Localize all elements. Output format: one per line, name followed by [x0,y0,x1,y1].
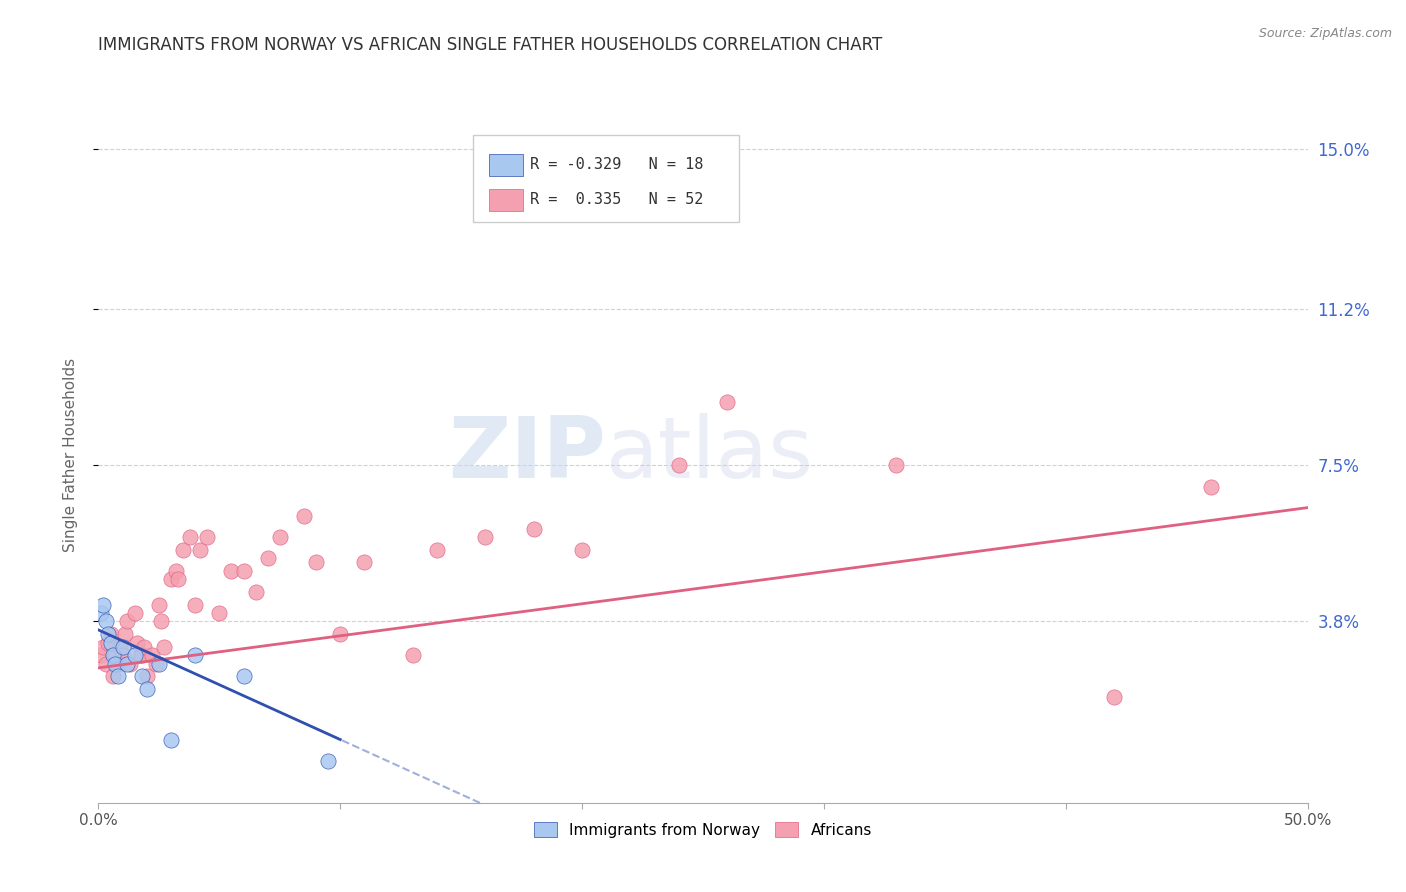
Point [232,669,254,683]
Point [195,530,218,544]
Point [100,635,122,649]
Point [571,542,593,557]
Point [124,648,146,663]
Point [124,606,146,620]
Point [94,657,117,671]
Point [128,648,150,663]
Point [402,648,425,663]
Point [160,732,183,747]
Point [256,551,278,566]
Point [167,572,190,586]
Point [104,657,127,671]
Point [152,640,174,654]
Point [329,627,352,641]
Point [165,564,187,578]
Point [150,615,173,629]
Point [426,542,449,557]
Point [886,458,908,473]
FancyBboxPatch shape [489,188,523,211]
Point [353,556,375,570]
Point [135,681,157,696]
Point [111,640,134,654]
Point [523,522,546,536]
Point [184,598,207,612]
Point [127,635,149,649]
Point [305,556,328,570]
Point [1102,690,1125,705]
Legend: Immigrants from Norway, Africans: Immigrants from Norway, Africans [527,815,879,844]
Point [107,657,129,671]
Point [118,657,141,671]
Point [100,627,122,641]
Point [148,598,170,612]
Point [101,648,124,663]
Point [172,542,194,557]
Text: Source: ZipAtlas.com: Source: ZipAtlas.com [1258,27,1392,40]
Point [134,640,156,654]
Point [141,648,163,663]
FancyBboxPatch shape [474,135,740,222]
Point [208,606,231,620]
Point [135,669,157,683]
Text: R =  0.335   N = 52: R = 0.335 N = 52 [530,192,703,207]
Point [94,615,117,629]
Point [245,585,267,599]
Point [716,395,738,409]
Point [292,509,315,524]
Text: IMMIGRANTS FROM NORWAY VS AFRICAN SINGLE FATHER HOUSEHOLDS CORRELATION CHART: IMMIGRANTS FROM NORWAY VS AFRICAN SINGLE… [98,36,883,54]
Point [101,669,124,683]
Point [184,648,207,663]
Point [117,615,139,629]
Point [90,606,112,620]
Point [145,657,167,671]
Point [97,635,120,649]
Point [221,564,243,578]
Text: atlas: atlas [606,413,814,497]
Point [188,542,211,557]
Point [90,648,112,663]
Point [131,669,153,683]
Point [179,530,201,544]
Point [111,648,134,663]
Point [160,572,183,586]
Point [117,657,139,671]
Point [107,669,129,683]
Point [269,530,291,544]
Point [97,627,120,641]
Point [131,648,153,663]
Point [114,627,136,641]
Y-axis label: Single Father Households: Single Father Households [63,358,77,552]
FancyBboxPatch shape [489,154,523,177]
Text: ZIP: ZIP [449,413,606,497]
Point [474,530,496,544]
Point [232,564,254,578]
Point [104,648,127,663]
Point [91,640,114,654]
Point [316,754,339,768]
Text: R = -0.329   N = 18: R = -0.329 N = 18 [530,157,703,172]
Point [668,458,690,473]
Point [108,640,131,654]
Point [148,657,170,671]
Point [1199,479,1222,493]
Point [91,598,114,612]
